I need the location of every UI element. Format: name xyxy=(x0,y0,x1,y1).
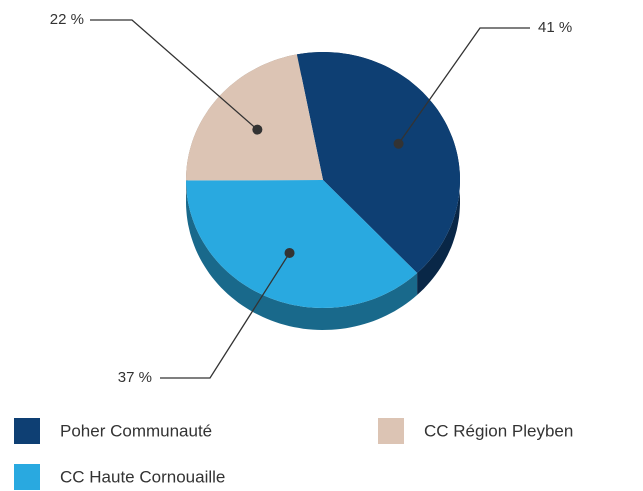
legend-label: Poher Communauté xyxy=(60,421,212,440)
legend-label: CC Région Pleyben xyxy=(424,421,573,440)
data-label: 37 % xyxy=(118,369,152,386)
leader-dot xyxy=(393,138,404,149)
pie-slice xyxy=(186,54,323,181)
pie-slice xyxy=(186,180,418,308)
leader-line xyxy=(160,252,291,379)
legend-label: CC Haute Cornouaille xyxy=(60,467,225,486)
pie-side xyxy=(186,180,418,330)
leader-line xyxy=(398,27,530,145)
data-label: 22 % xyxy=(50,11,84,28)
leader-dot xyxy=(284,247,295,258)
pie-slice xyxy=(296,52,460,273)
legend-swatch xyxy=(14,464,40,490)
leader-line xyxy=(90,19,258,131)
legend-swatch xyxy=(14,418,40,444)
leader-dot xyxy=(252,124,263,135)
data-label: 41 % xyxy=(538,19,572,36)
legend-swatch xyxy=(378,418,404,444)
